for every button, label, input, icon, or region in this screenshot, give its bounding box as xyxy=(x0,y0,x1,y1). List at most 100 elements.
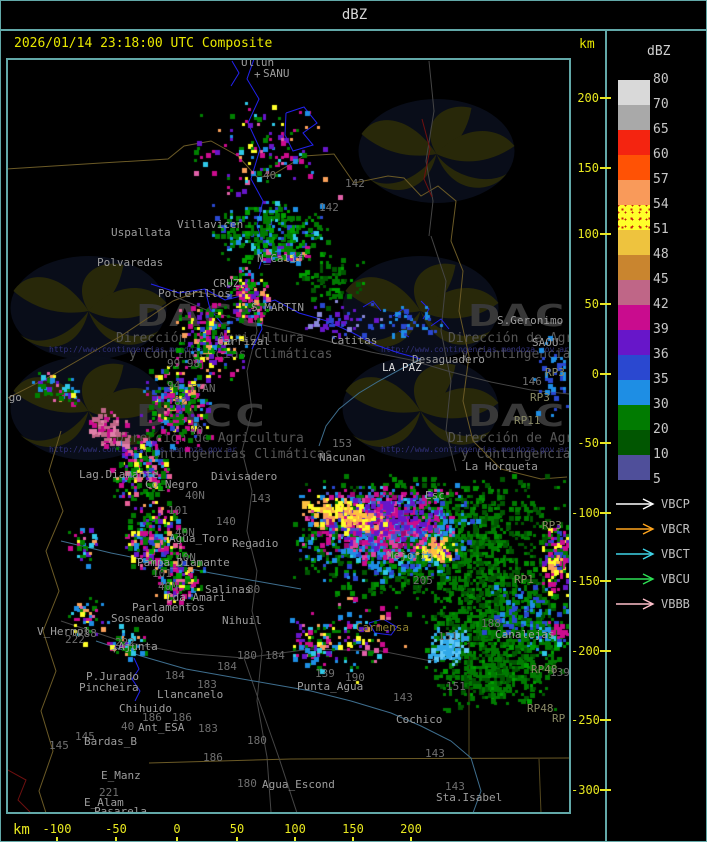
map-label: Uspallata xyxy=(111,226,171,239)
km-unit-bottom: km xyxy=(13,822,30,838)
scale-band-label: 10 xyxy=(653,447,669,462)
map-label: 40 xyxy=(263,169,277,182)
map-label: 143 xyxy=(445,780,465,793)
scale-band xyxy=(618,80,650,105)
scale-band xyxy=(618,330,650,355)
map-label: RP3 xyxy=(530,391,550,404)
map-label: N_Calif xyxy=(257,252,304,265)
scale-band xyxy=(618,380,650,405)
map-label: 153 xyxy=(332,437,352,450)
scale-band xyxy=(618,430,650,455)
scale-band-label: 70 xyxy=(653,97,669,112)
map-label: RP3 xyxy=(545,366,565,379)
map-label: 40N xyxy=(175,526,195,539)
map-label: 180 xyxy=(237,777,257,790)
map-label: 184 xyxy=(265,649,285,662)
bottom-axis-tick xyxy=(176,837,178,841)
right-axis-label: 150 xyxy=(577,161,599,175)
map-label: La Horqueta xyxy=(465,460,538,473)
right-axis-label: 50 xyxy=(584,297,599,311)
window-title: dBZ xyxy=(341,7,368,23)
vector-arrow-icon xyxy=(616,548,655,560)
radar-echo-canvas[interactable] xyxy=(8,60,569,812)
map-label: 101 xyxy=(168,504,188,517)
map-label: Nacunan xyxy=(319,451,366,464)
legend-row: VBCT xyxy=(613,546,706,562)
map-label: 186 xyxy=(142,711,162,724)
map-label: V_Hermol xyxy=(37,625,90,638)
scale-band-label: 45 xyxy=(653,272,669,287)
scale-band-label: 57 xyxy=(653,172,669,187)
scale-band-label: 39 xyxy=(653,322,669,337)
scale-band xyxy=(618,155,650,180)
legend-row: VBCP xyxy=(613,496,706,512)
bottom-axis-label: -100 xyxy=(42,822,72,836)
map-label: ago xyxy=(8,391,22,404)
legend-label: VBCR xyxy=(661,522,690,536)
scale-title: dBZ xyxy=(647,44,671,59)
map-label: Carrizal xyxy=(217,335,270,348)
scale-band-label: 42 xyxy=(653,297,669,312)
map-label: Ant_ESA xyxy=(138,721,185,734)
map-label: 99 98 xyxy=(167,357,201,370)
timestamp: 2026/01/14 23:18:00 UTC Composite xyxy=(14,36,273,51)
map-label: RP48 xyxy=(527,702,554,715)
legend-label: VBCT xyxy=(661,547,690,561)
map-label: S.Geronimo xyxy=(497,314,564,327)
bottom-axis-label: 150 xyxy=(342,822,364,836)
right-axis-tick xyxy=(600,97,611,99)
scale-band-label: 60 xyxy=(653,147,669,162)
map-label: 40N xyxy=(176,551,196,564)
map-label: 190 xyxy=(345,671,365,684)
map-label: Lag.Diamante xyxy=(79,468,159,481)
bottom-axis-tick xyxy=(294,837,296,841)
map-label: Agua_Toro xyxy=(169,532,229,545)
scale-band xyxy=(618,130,650,155)
map-label: Mejoria xyxy=(387,549,434,562)
radar-map-area: DACCDirección de Agriculturay Contingenc… xyxy=(6,58,571,814)
map-label: 184 xyxy=(165,669,185,682)
map-label: 184 xyxy=(217,660,237,673)
map-label: Chihuido xyxy=(119,702,172,715)
right-axis-label: 200 xyxy=(577,91,599,105)
title-bar[interactable]: dBZ xyxy=(1,1,706,29)
map-label: Esc xyxy=(425,489,445,502)
map-label: 222 xyxy=(115,636,135,649)
right-axis-tick xyxy=(600,303,611,305)
map-label: S MARTIN xyxy=(251,301,304,314)
bottom-axis-tick xyxy=(352,837,354,841)
legend-label: VBBB xyxy=(661,597,690,611)
map-label: Polvaredas xyxy=(97,256,164,269)
map-label: 40N xyxy=(185,489,205,502)
map-label: Potrerillos xyxy=(158,287,231,300)
map-label: Desaguadero xyxy=(412,353,485,366)
bottom-axis-tick xyxy=(236,837,238,841)
scale-band-label: 5 xyxy=(653,472,661,487)
right-axis-tick xyxy=(600,580,611,582)
scale-panel: dBZ 80 70 65 60 57 54 51 48 45 42 39 36 35 30 20 10 5 VBC… xyxy=(605,30,706,841)
right-axis-label: -50 xyxy=(577,436,599,450)
scale-band xyxy=(618,280,650,305)
vector-arrow-icon xyxy=(616,498,655,510)
map-label: Pampa_Diamante xyxy=(137,556,230,569)
legend-row: VBBB xyxy=(613,596,706,612)
map-label: RP11 xyxy=(514,414,541,427)
map-label: Pincheira xyxy=(79,681,139,694)
right-axis-tick xyxy=(600,512,611,514)
map-label: Ullun xyxy=(241,58,275,69)
map-label: + xyxy=(254,68,261,81)
scale-band-label: 35 xyxy=(653,372,669,387)
scale-band-label: 48 xyxy=(653,247,669,262)
right-axis-tick xyxy=(600,233,611,235)
map-label: RP1 xyxy=(514,573,534,586)
map-label: Bardas_B xyxy=(84,735,137,748)
map-label: 145 xyxy=(49,739,69,752)
vector-arrow-icon xyxy=(616,573,655,585)
map-label: Carmensa xyxy=(356,621,409,634)
bottom-axis-label: 100 xyxy=(284,822,306,836)
right-axis-label: -200 xyxy=(571,644,600,658)
bottom-axis-tick xyxy=(56,837,58,841)
scale-band-label: 36 xyxy=(653,347,669,362)
map-label: 180 xyxy=(247,734,267,747)
bottom-axis-tick xyxy=(115,837,117,841)
